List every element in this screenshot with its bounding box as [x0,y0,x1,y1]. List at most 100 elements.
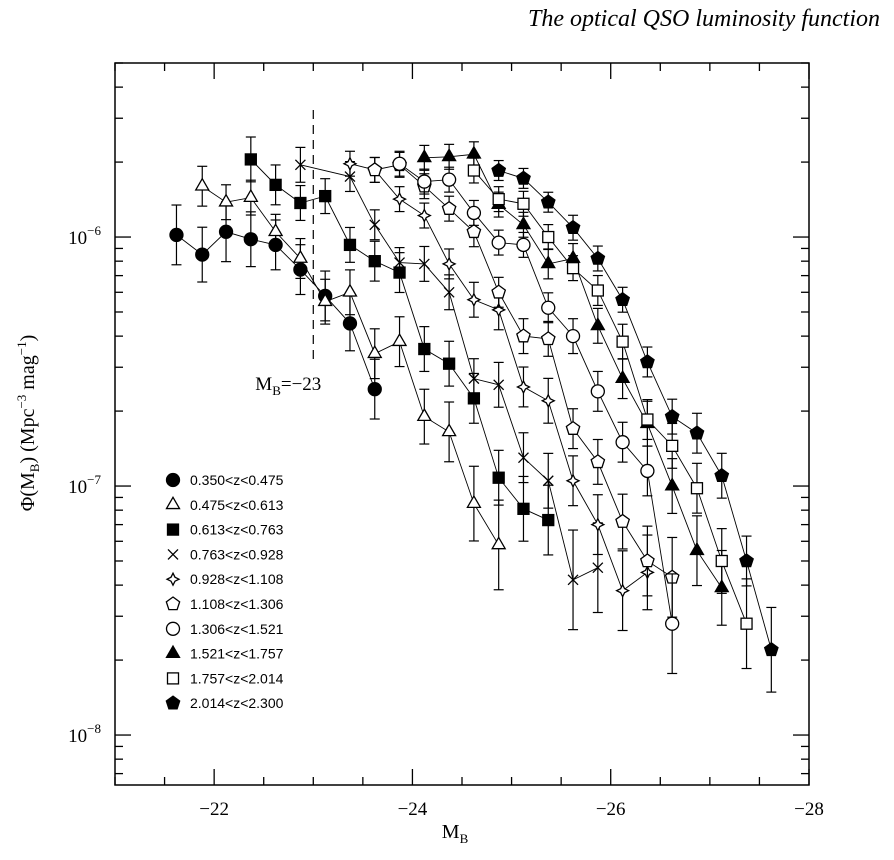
y-tick-label: 10−8 [68,721,101,747]
data-point [664,408,680,423]
legend-label: 0.928<z<1.108 [190,571,284,587]
x-tick-label: −26 [596,799,626,820]
data-point [194,177,210,191]
data-point [516,170,531,185]
legend-entry: 0.613<z<0.763 [166,522,284,538]
data-point [516,237,531,253]
data-point [516,328,531,343]
data-point [491,235,506,250]
data-point [590,517,606,533]
data-point [418,342,431,356]
data-point [567,574,579,586]
data-point [342,283,358,297]
data-point [243,188,259,203]
data-point [343,238,357,252]
data-point [218,224,234,239]
legend-entry: 0.475<z<0.613 [165,496,284,513]
legend-marker [166,672,180,685]
data-point [540,194,556,209]
legend-marker [166,523,180,536]
data-point [466,223,482,239]
data-point [739,553,754,568]
data-point [416,208,432,224]
series [392,150,680,675]
series [294,146,604,631]
data-point [664,477,680,491]
data-point [368,255,381,268]
data-point [466,145,482,159]
data-point [565,473,581,489]
x-tick-label: −24 [398,799,428,820]
data-point [690,482,704,495]
tick-labels: −22 −24 −26 −28 10−6 10−7 10−8 [68,223,824,820]
data-point [493,379,505,391]
data-point [565,219,581,235]
data-point [615,291,631,307]
cross-stroke [418,258,430,270]
cross-stroke [369,219,381,231]
cross-stroke [394,257,405,268]
data-point [468,373,480,385]
legend-entry: 0.350<z<0.475 [165,472,284,488]
data-point [565,420,581,435]
data-point [640,463,655,479]
cross-stroke [443,286,455,298]
data-point [615,513,631,528]
data-point [666,439,679,453]
legend-marker [167,548,179,560]
x-tick-label: −22 [199,799,229,820]
data-point [590,454,606,469]
legend-entry: 0.763<z<0.928 [167,546,284,562]
legend-label: 0.613<z<0.763 [190,522,284,538]
legend-label: 1.306<z<1.521 [190,621,284,637]
cross-stroke [567,574,579,586]
data-point [590,317,606,331]
data-point [367,162,383,177]
legend-label: 0.475<z<0.613 [190,497,284,513]
data-point [441,148,457,162]
data-point [292,249,309,263]
cross-stroke [294,159,306,171]
data-point [441,200,457,215]
cross-stroke [493,379,505,391]
data-point [616,335,629,348]
data-point [689,425,705,440]
legend-label: 1.757<z<2.014 [190,670,284,686]
threshold-marker: MB=−23 [255,110,321,398]
data-point [342,156,358,172]
data-point [491,302,507,318]
legend-marker [165,621,181,636]
data-point [441,172,457,187]
data-point [540,255,556,269]
legend-marker [165,496,181,510]
data-point [689,541,705,556]
series [244,136,555,556]
data-point [515,215,532,230]
data-point [394,257,405,268]
data-point [467,164,481,177]
data-point [466,292,482,308]
data-point [615,435,630,450]
data-point [369,219,381,231]
y-tick-label: 10−6 [68,223,101,249]
legend-label: 2.014<z<2.300 [190,695,284,711]
data-point [639,553,655,568]
data-point [542,475,554,487]
data-point [218,193,234,207]
legend-marker [165,472,181,488]
legend-entry: 1.108<z<1.306 [165,596,284,612]
data-point [591,284,604,297]
data-point [269,178,282,192]
data-point [169,227,184,243]
data-point [267,222,284,237]
data-point [665,616,680,631]
data-point [491,162,507,177]
legend-marker [165,644,181,658]
data-point [466,205,482,221]
data-point [441,423,457,437]
axis-labels: MB Φ(MB) (Mpc−3 mag−1) [14,335,469,846]
threshold-label: MB=−23 [255,374,321,398]
cross-stroke [592,562,604,574]
data-point [492,192,505,206]
